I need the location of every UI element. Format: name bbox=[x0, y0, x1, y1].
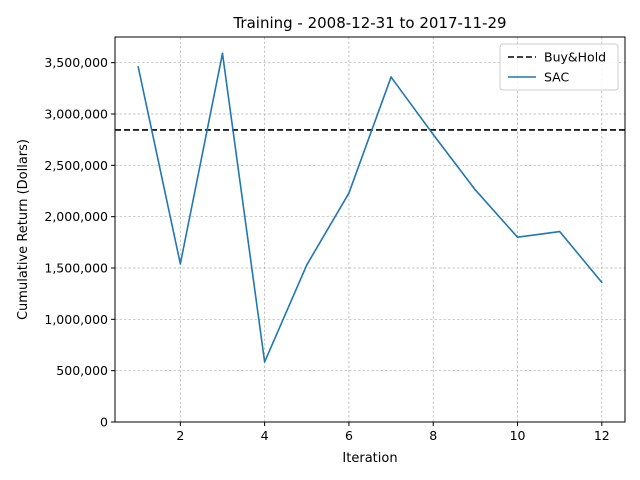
sac-series-line bbox=[137, 52, 603, 363]
x-tick-label: 8 bbox=[429, 428, 437, 443]
legend-label-sac: SAC bbox=[544, 70, 569, 85]
sac-data-point bbox=[474, 189, 477, 191]
y-tick-label: 0 bbox=[100, 415, 108, 430]
x-tick-label: 12 bbox=[594, 428, 610, 443]
y-tick-label: 1,000,000 bbox=[44, 312, 108, 327]
sac-data-point bbox=[348, 192, 350, 194]
plot-frame bbox=[114, 36, 626, 423]
sac-data-point bbox=[516, 236, 519, 238]
y-tick-label: 2,500,000 bbox=[44, 158, 108, 173]
legend: Buy&Hold SAC bbox=[499, 43, 619, 91]
grid-lines bbox=[115, 37, 625, 423]
sac-data-point bbox=[137, 65, 139, 68]
y-tick-label: 2,000,000 bbox=[44, 209, 108, 224]
sac-data-point bbox=[390, 76, 392, 78]
sac-data-point bbox=[305, 264, 308, 266]
sac-data-point bbox=[179, 263, 182, 265]
y-tick-label: 500,000 bbox=[56, 363, 108, 378]
sac-data-point bbox=[221, 52, 224, 55]
y-axis-label: Cumulative Return (Dollars) bbox=[16, 139, 31, 320]
x-tick-label: 10 bbox=[510, 428, 526, 443]
x-tick-label: 2 bbox=[176, 428, 184, 443]
y-tick-label: 1,500,000 bbox=[44, 261, 108, 276]
sac-data-point bbox=[263, 361, 266, 363]
y-axis-ticks: 0 500,000 1,000,000 1,500,000 2,000,000 2,500… bbox=[44, 55, 115, 430]
sac-data-point bbox=[601, 281, 603, 284]
legend-box bbox=[499, 43, 619, 91]
x-tick-label: 6 bbox=[345, 428, 353, 443]
series-lines bbox=[137, 52, 603, 363]
y-tick-label: 3,500,000 bbox=[44, 55, 108, 70]
legend-label-buy-hold: Buy&Hold bbox=[544, 50, 606, 65]
x-axis-label: Iteration bbox=[342, 451, 397, 466]
sac-data-point bbox=[432, 133, 435, 136]
sac-data-point bbox=[558, 230, 561, 233]
chart-title: Training - 2008-12-31 to 2017-11-29 bbox=[232, 14, 506, 32]
x-tick-label: 4 bbox=[261, 428, 269, 443]
x-axis-ticks: 2 4 6 8 10 12 bbox=[176, 422, 610, 443]
y-tick-label: 3,000,000 bbox=[44, 107, 108, 122]
